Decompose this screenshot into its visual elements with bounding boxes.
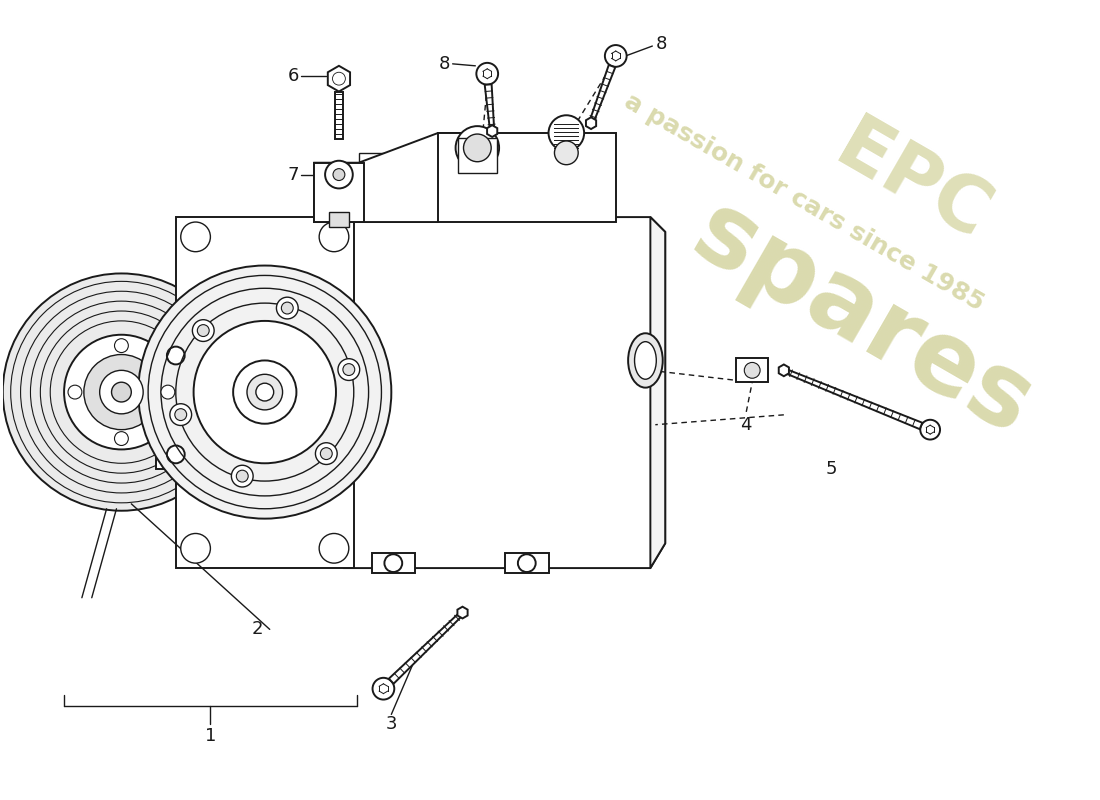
- Circle shape: [554, 141, 579, 165]
- Polygon shape: [336, 91, 343, 139]
- Circle shape: [161, 385, 175, 399]
- Text: 4: 4: [740, 416, 752, 434]
- Polygon shape: [485, 84, 494, 131]
- Polygon shape: [156, 439, 196, 470]
- Polygon shape: [329, 217, 666, 568]
- Circle shape: [114, 432, 129, 446]
- Text: 8: 8: [438, 55, 450, 73]
- Polygon shape: [329, 212, 349, 227]
- Circle shape: [463, 134, 492, 162]
- Text: spares: spares: [676, 185, 1049, 457]
- Circle shape: [197, 325, 209, 337]
- Circle shape: [549, 115, 584, 151]
- Text: 8: 8: [656, 35, 667, 53]
- Text: 5: 5: [825, 460, 837, 478]
- Polygon shape: [505, 554, 549, 573]
- Circle shape: [167, 446, 185, 463]
- Circle shape: [180, 534, 210, 563]
- Polygon shape: [590, 65, 615, 124]
- Circle shape: [518, 554, 536, 572]
- Text: 6: 6: [288, 66, 299, 85]
- Polygon shape: [650, 217, 666, 568]
- Polygon shape: [176, 217, 354, 568]
- Circle shape: [114, 338, 129, 353]
- Polygon shape: [156, 341, 196, 370]
- Polygon shape: [736, 358, 768, 382]
- Circle shape: [326, 161, 353, 189]
- Circle shape: [180, 222, 210, 252]
- Text: 3: 3: [386, 715, 397, 734]
- Polygon shape: [328, 66, 350, 91]
- Circle shape: [373, 678, 394, 699]
- Circle shape: [139, 266, 392, 518]
- Circle shape: [605, 45, 627, 67]
- Polygon shape: [487, 125, 497, 137]
- Circle shape: [276, 297, 298, 319]
- Circle shape: [316, 442, 338, 465]
- Circle shape: [167, 346, 185, 365]
- Circle shape: [175, 409, 187, 421]
- Circle shape: [169, 404, 191, 426]
- Text: 7: 7: [288, 166, 299, 183]
- Circle shape: [68, 385, 81, 399]
- Circle shape: [194, 321, 336, 463]
- Polygon shape: [315, 162, 364, 222]
- Polygon shape: [372, 554, 415, 573]
- Circle shape: [320, 448, 332, 459]
- Circle shape: [64, 334, 179, 450]
- Polygon shape: [389, 611, 464, 684]
- Polygon shape: [458, 606, 468, 618]
- Polygon shape: [783, 369, 922, 429]
- Circle shape: [319, 534, 349, 563]
- Circle shape: [231, 466, 253, 487]
- Circle shape: [111, 382, 131, 402]
- Polygon shape: [779, 365, 789, 376]
- Circle shape: [3, 274, 240, 510]
- Circle shape: [333, 169, 345, 181]
- Polygon shape: [438, 133, 616, 222]
- Circle shape: [384, 554, 403, 572]
- Ellipse shape: [635, 342, 657, 379]
- Ellipse shape: [628, 334, 662, 388]
- Circle shape: [233, 361, 296, 424]
- Text: EPC: EPC: [823, 110, 1002, 255]
- Circle shape: [84, 354, 160, 430]
- Polygon shape: [359, 153, 442, 202]
- Circle shape: [745, 362, 760, 378]
- Circle shape: [455, 126, 499, 170]
- Text: 2: 2: [252, 620, 264, 638]
- Circle shape: [476, 63, 498, 85]
- Polygon shape: [315, 133, 477, 222]
- Circle shape: [319, 222, 349, 252]
- Circle shape: [282, 302, 294, 314]
- Circle shape: [236, 470, 249, 482]
- Circle shape: [248, 374, 283, 410]
- Polygon shape: [586, 118, 596, 129]
- Circle shape: [100, 370, 143, 414]
- Text: 1: 1: [205, 727, 216, 745]
- Polygon shape: [458, 138, 497, 173]
- Circle shape: [192, 320, 215, 342]
- Circle shape: [338, 358, 360, 381]
- Circle shape: [343, 364, 355, 375]
- Circle shape: [256, 383, 274, 401]
- Text: a passion for cars since 1985: a passion for cars since 1985: [619, 89, 988, 315]
- Circle shape: [921, 420, 940, 439]
